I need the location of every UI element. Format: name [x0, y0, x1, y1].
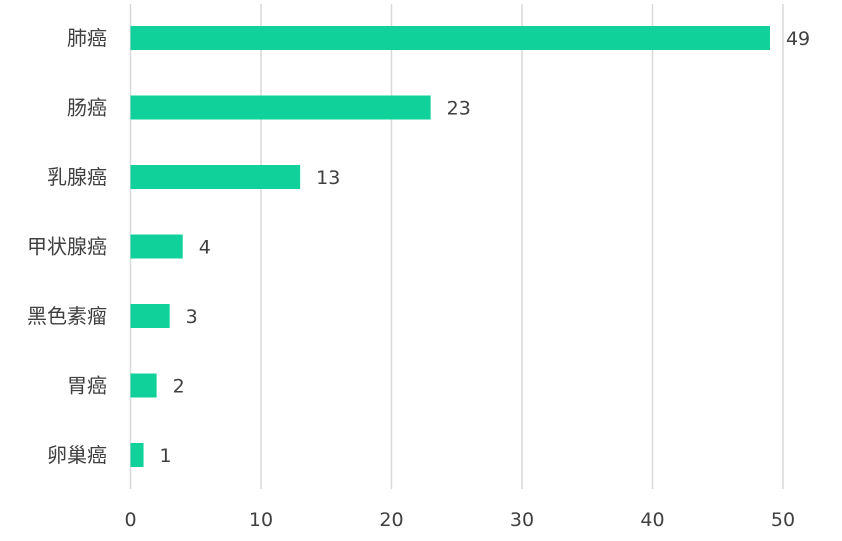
x-tick-label: 20	[379, 509, 403, 531]
data-label: 23	[447, 98, 471, 120]
category-label: 乳腺癌	[47, 165, 107, 189]
bar	[130, 443, 144, 467]
data-label: 3	[186, 306, 198, 328]
x-tick-label: 50	[771, 509, 795, 531]
bar	[130, 26, 770, 50]
bars	[130, 26, 770, 467]
bar	[130, 165, 301, 189]
category-label: 卵巢癌	[47, 443, 107, 467]
category-label: 甲状腺癌	[27, 235, 107, 259]
category-label: 肺癌	[67, 26, 107, 50]
bar	[130, 304, 170, 328]
bar	[130, 373, 157, 398]
category-label: 胃癌	[67, 374, 107, 398]
category-label: 肠癌	[67, 96, 107, 120]
data-label: 13	[316, 167, 340, 189]
data-label: 2	[173, 376, 185, 398]
data-label: 1	[160, 445, 172, 467]
x-tick-label: 30	[510, 509, 534, 531]
category-label: 黑色素瘤	[27, 304, 107, 328]
bar	[130, 95, 431, 120]
x-tick-label: 0	[124, 509, 136, 531]
data-labels: 49 23 13 4 3 2 1	[160, 28, 811, 467]
x-tick-label: 10	[249, 509, 273, 531]
bar	[130, 234, 183, 259]
gridlines	[129, 4, 784, 489]
data-label: 49	[786, 28, 810, 50]
data-label: 4	[199, 237, 211, 259]
x-tick-label: 40	[640, 509, 664, 531]
x-axis-tick-labels: 0 10 20 30 40 50	[124, 509, 795, 531]
